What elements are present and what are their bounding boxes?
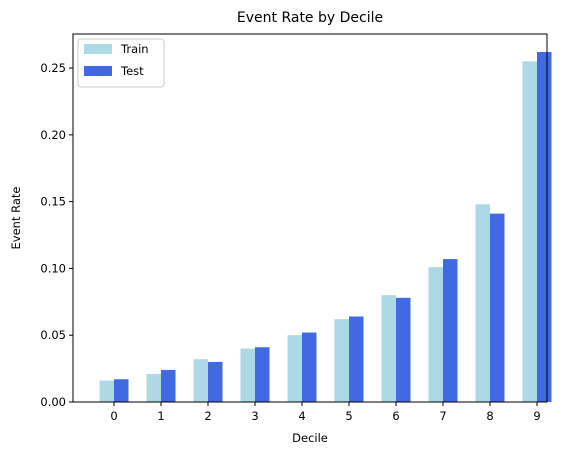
legend-swatch-test — [84, 66, 112, 76]
plot-frame — [72, 33, 548, 403]
x-tick-label: 3 — [251, 409, 258, 423]
bar-train-2 — [193, 359, 208, 402]
y-tick-label: 0.20 — [40, 128, 66, 142]
bar-test-2 — [208, 361, 223, 402]
bars-group — [99, 52, 552, 403]
bar-train-9 — [522, 61, 537, 403]
x-tick-label: 2 — [204, 409, 211, 423]
y-tick-label: 0.15 — [40, 195, 66, 209]
x-tick-label: 9 — [533, 409, 540, 423]
x-tick-label: 4 — [298, 409, 305, 423]
x-tick-label: 0 — [110, 409, 117, 423]
y-axis-label: Event Rate — [9, 187, 23, 250]
bar-test-3 — [255, 347, 270, 402]
bar-test-7 — [443, 259, 458, 402]
bar-test-5 — [349, 316, 364, 402]
bar-test-9 — [537, 52, 552, 403]
y-tick-label: 0.00 — [40, 395, 66, 409]
bar-train-3 — [240, 348, 255, 402]
bar-train-8 — [475, 204, 490, 402]
bar-test-6 — [396, 297, 411, 402]
x-tick-label: 6 — [392, 409, 399, 423]
y-tick-label: 0.25 — [40, 61, 66, 75]
bar-test-0 — [114, 379, 129, 402]
bar-train-1 — [146, 373, 161, 402]
x-axis: 0 1 2 3 4 5 6 7 8 9 — [110, 402, 541, 423]
legend: Train Test — [77, 38, 165, 88]
y-tick-label: 0.05 — [40, 328, 66, 342]
bar-train-7 — [428, 267, 443, 402]
bar-train-6 — [381, 295, 396, 402]
bar-test-8 — [490, 213, 505, 402]
y-axis: 0.00 0.05 0.10 0.15 0.20 0.25 — [40, 61, 73, 409]
x-tick-label: 8 — [486, 409, 493, 423]
bar-test-1 — [161, 369, 176, 402]
legend-label-train: Train — [120, 42, 149, 56]
legend-swatch-train — [84, 44, 112, 54]
legend-label-test: Test — [120, 64, 144, 78]
bar-train-4 — [287, 335, 302, 402]
x-tick-label: 5 — [345, 409, 352, 423]
chart-title: Event Rate by Decile — [237, 10, 383, 26]
bar-test-4 — [302, 332, 317, 402]
y-tick-label: 0.10 — [40, 261, 66, 275]
x-tick-label: 7 — [439, 409, 446, 423]
bar-train-5 — [334, 319, 349, 402]
x-tick-label: 1 — [157, 409, 164, 423]
bar-train-0 — [99, 380, 114, 402]
x-axis-label: Decile — [292, 431, 328, 445]
